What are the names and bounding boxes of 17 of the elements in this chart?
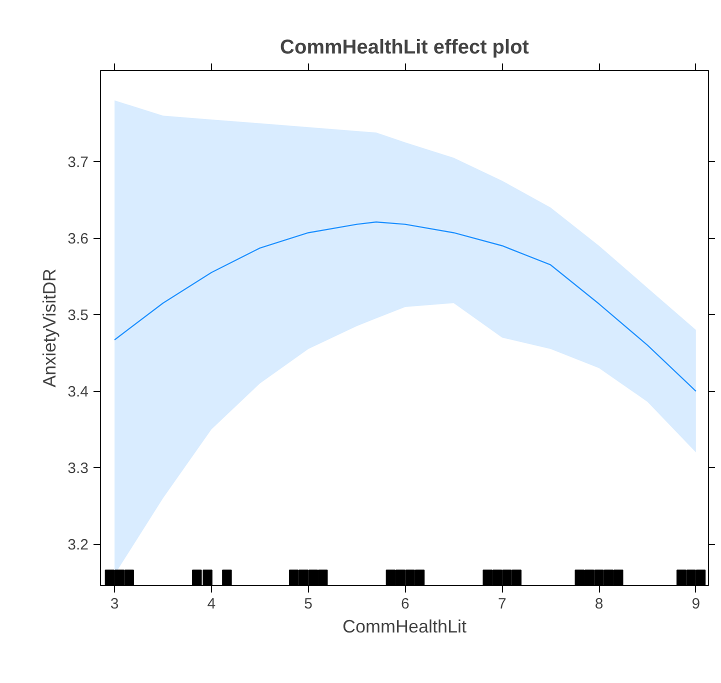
x-tick-label: 4 [207, 596, 216, 612]
x-tick-label: 8 [594, 596, 604, 612]
x-tick-label: 5 [304, 596, 313, 612]
line-series [114, 221, 697, 392]
y-tick-label: 3.6 [68, 230, 89, 248]
chart-title: CommHealthLit effect plot [280, 36, 530, 58]
x-tick-label: 3 [110, 596, 119, 612]
x-axis-title: CommHealthLit [342, 616, 467, 636]
y-tick-label: 3.4 [68, 384, 89, 401]
y-axis-title: AnxietyVisitDR [40, 268, 60, 388]
y-tick-label: 3.7 [68, 154, 89, 172]
x-tick-label: 6 [401, 596, 410, 612]
y-tick-label: 3.2 [68, 536, 89, 554]
y-tick-label: 3.3 [68, 460, 89, 478]
x-tick-label: 7 [498, 596, 506, 612]
y-tick-label: 3.5 [68, 307, 89, 324]
x-tick-label: 9 [692, 596, 700, 612]
